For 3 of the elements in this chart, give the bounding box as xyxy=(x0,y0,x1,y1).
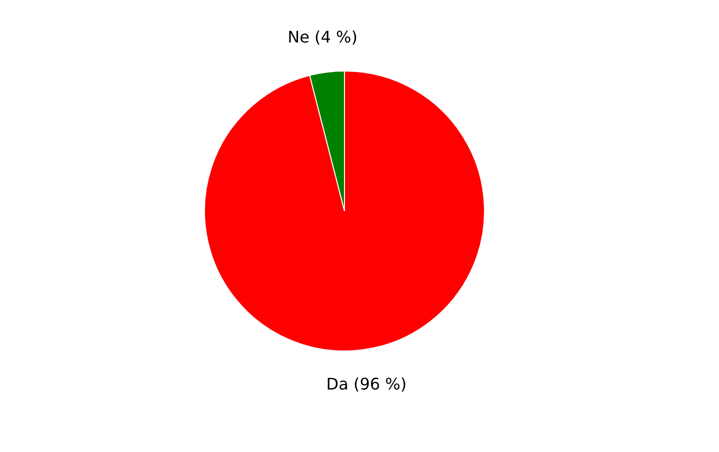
slice-label: Da (96 %) xyxy=(326,374,407,394)
slice-label: Ne (4 %) xyxy=(288,27,358,46)
pie-slice xyxy=(204,70,485,352)
